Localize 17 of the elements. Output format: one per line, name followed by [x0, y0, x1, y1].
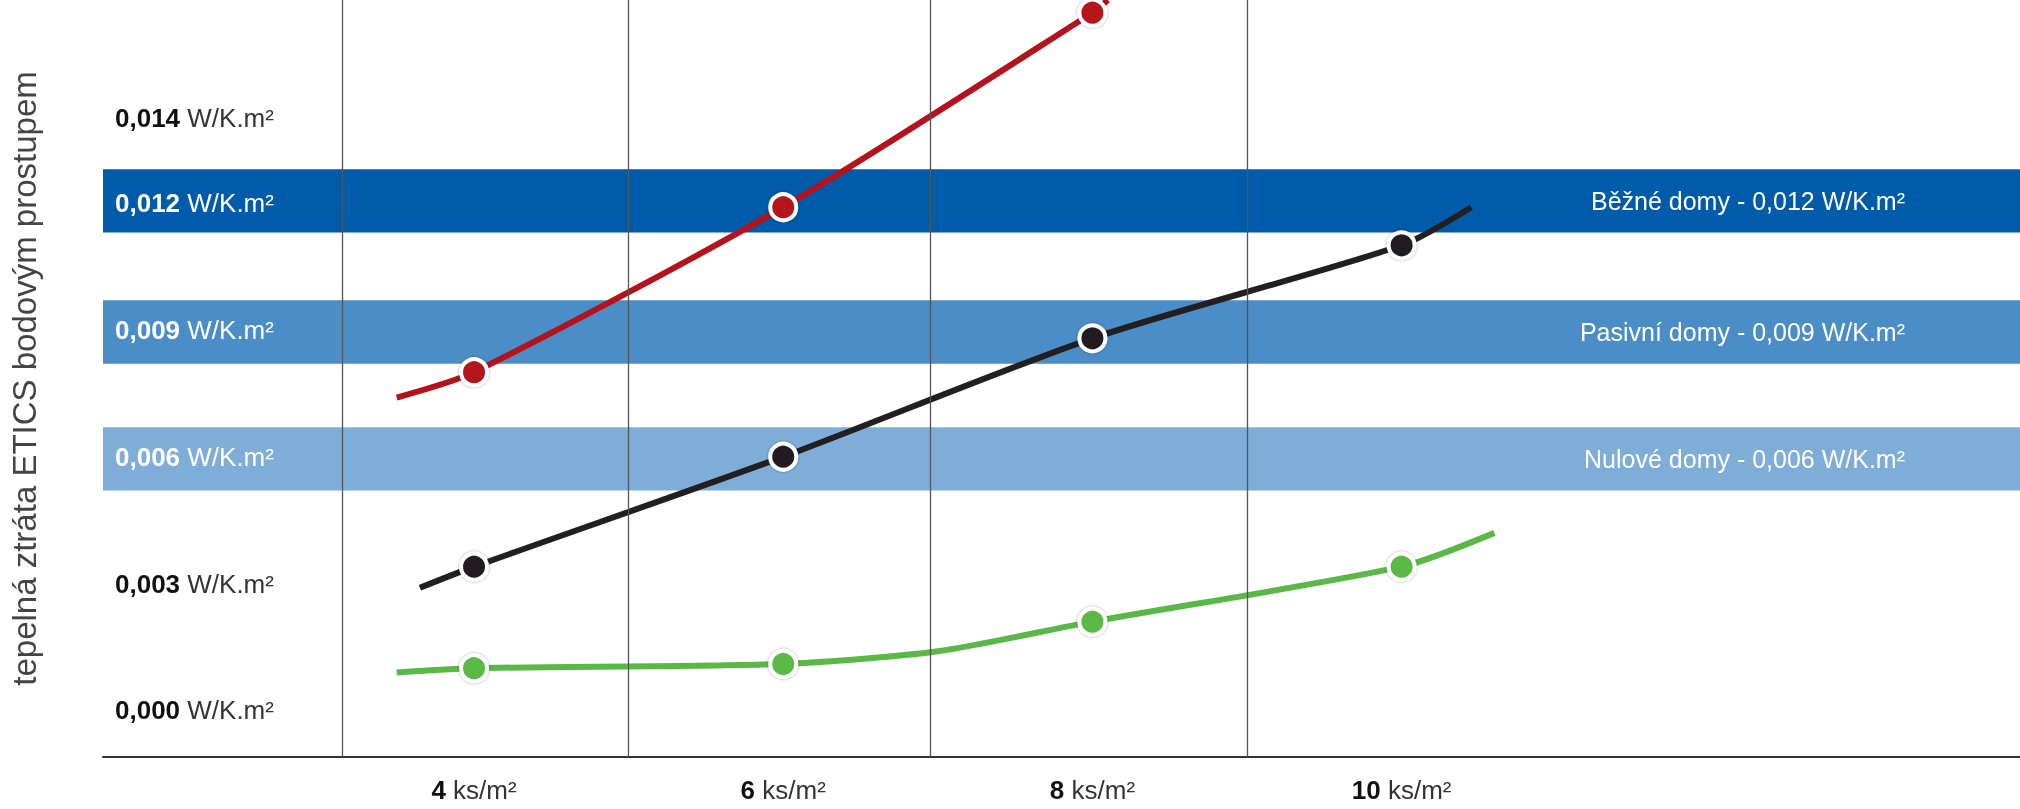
y-tick-label: 0,014 W/K.m² — [115, 103, 275, 134]
band-label: Pasivní domy - 0,009 W/K.m² — [1579, 317, 1905, 346]
band-label: Běžné domy - 0,012 W/K.m² — [1590, 186, 1905, 215]
x-tick-label: 10 ks/m² — [1351, 775, 1452, 805]
band-label: Nulové domy - 0,006 W/K.m² — [1584, 444, 1905, 473]
y-tick-label: 0,012 W/K.m² — [115, 187, 275, 218]
y-tick-label: 0,009 W/K.m² — [115, 314, 275, 345]
point — [768, 441, 799, 472]
x-tick-label: 4 ks/m² — [431, 775, 517, 805]
x-tick-label: 8 ks/m² — [1049, 775, 1136, 805]
point — [1077, 323, 1108, 354]
y-tick-label: 0,003 W/K.m² — [115, 568, 275, 599]
point — [768, 192, 799, 223]
x-tick-label: 6 ks/m² — [740, 775, 827, 805]
y-tick-label: 0,000 W/K.m² — [115, 695, 275, 726]
y-tick-label: 0,006 W/K.m² — [115, 441, 275, 472]
y-axis-title: tepelná ztráta ETICS bodovým prostupem — [6, 71, 43, 686]
